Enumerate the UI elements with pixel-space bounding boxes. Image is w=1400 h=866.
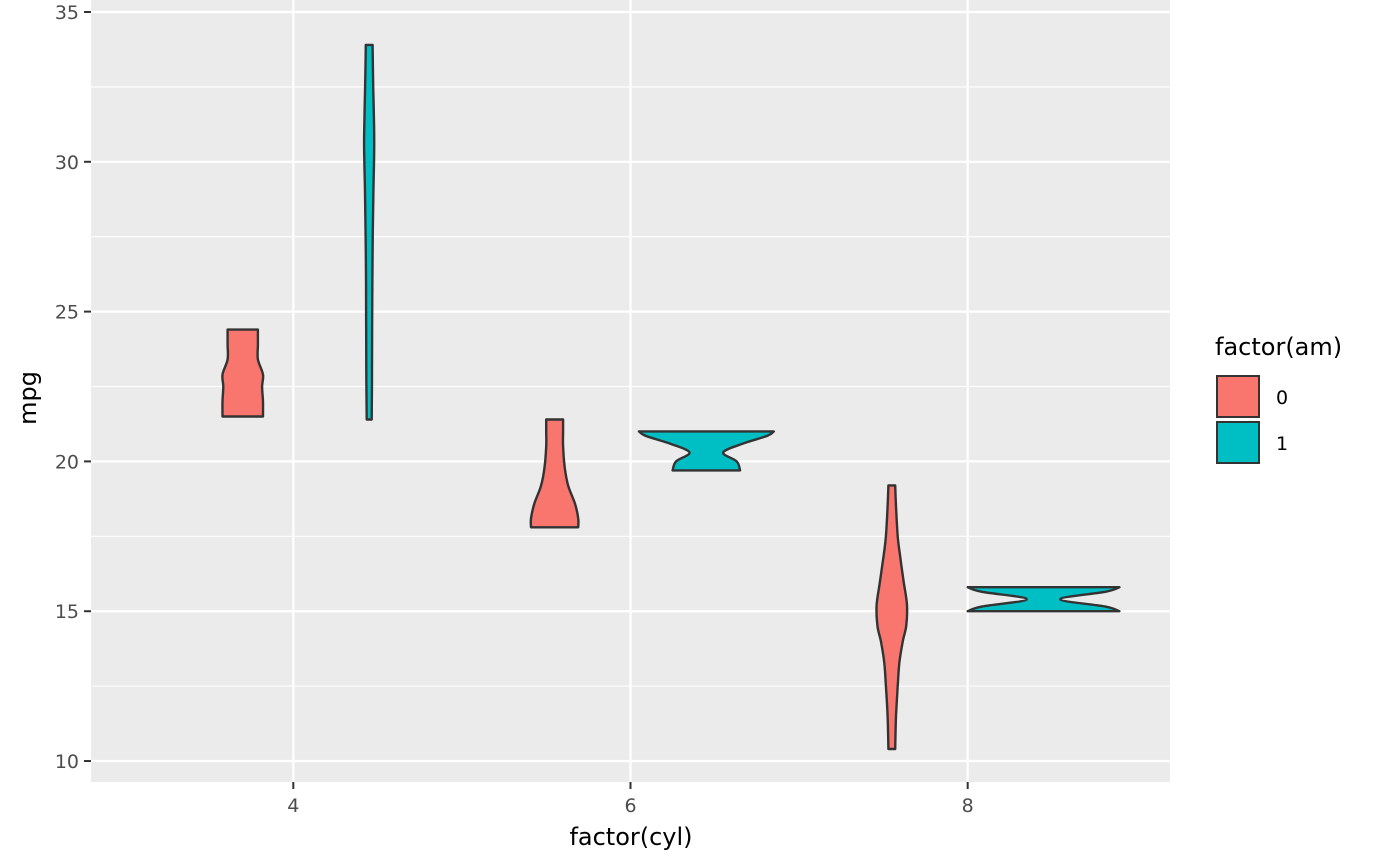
legend-key-0 — [1216, 375, 1260, 418]
axis-ticks — [84, 10, 969, 789]
y-tick-label: 30 — [55, 152, 79, 174]
x-tick-label: 4 — [287, 795, 299, 817]
violin-3 — [637, 430, 775, 472]
y-tick-label: 10 — [55, 751, 79, 773]
y-tick-label: 15 — [55, 601, 79, 623]
x-tick-label: 8 — [962, 795, 974, 817]
violin-2 — [529, 418, 580, 529]
legend-title: factor(am) — [1215, 333, 1342, 361]
legend: factor(am) 0 1 — [1215, 333, 1342, 464]
legend-label-1: 1 — [1276, 433, 1288, 455]
x-axis-title: factor(cyl) — [569, 823, 692, 851]
y-axis-title: mpg — [14, 371, 42, 425]
violins — [221, 43, 1121, 751]
y-tick-label: 35 — [55, 2, 79, 24]
x-tick-label: 6 — [624, 795, 636, 817]
legend-label-0: 0 — [1276, 387, 1288, 409]
violin-5 — [966, 586, 1121, 613]
y-tick-label: 25 — [55, 302, 79, 324]
legend-key-1 — [1216, 421, 1260, 464]
violin-0 — [221, 328, 265, 418]
tick-labels: 10 15 20 25 30 35 4 6 8 — [55, 2, 974, 817]
violin-1 — [362, 43, 376, 421]
violin-4 — [875, 484, 909, 751]
y-tick-label: 20 — [55, 451, 79, 473]
